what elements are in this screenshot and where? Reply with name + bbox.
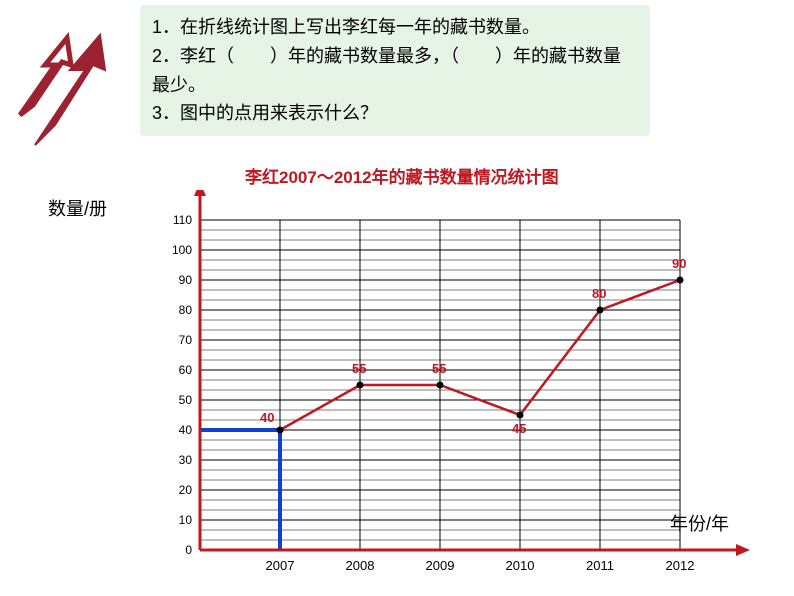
question-line-1: 1．在折线统计图上写出李红每一年的藏书数量。 [152, 13, 638, 42]
question-line-3: 3．图中的点用来表示什么？ [152, 99, 638, 128]
svg-text:20: 20 [179, 483, 193, 497]
svg-text:80: 80 [179, 303, 193, 317]
svg-text:45: 45 [512, 421, 526, 436]
svg-text:0: 0 [185, 543, 192, 557]
logo-arrow-graphic [15, 30, 110, 155]
svg-text:55: 55 [352, 361, 366, 376]
y-axis-label: 数量/册 [48, 195, 107, 221]
svg-text:40: 40 [179, 423, 193, 437]
svg-text:90: 90 [672, 256, 686, 271]
svg-text:60: 60 [179, 363, 193, 377]
svg-text:110: 110 [173, 213, 192, 227]
svg-text:100: 100 [172, 243, 192, 257]
svg-text:90: 90 [179, 273, 193, 287]
svg-text:2012: 2012 [666, 558, 695, 573]
chart-svg: 0 10 20 30 40 50 60 70 80 90 100 110 2007 2008 2009 201… [130, 190, 770, 590]
svg-text:2009: 2009 [426, 558, 455, 573]
svg-text:80: 80 [592, 286, 606, 301]
question-box: 1．在折线统计图上写出李红每一年的藏书数量。 2．李红（ ）年的藏书数量最多，（… [140, 5, 650, 136]
svg-text:2011: 2011 [586, 558, 614, 573]
svg-text:10: 10 [179, 513, 193, 527]
svg-text:30: 30 [179, 453, 193, 467]
svg-text:70: 70 [179, 333, 193, 347]
svg-text:2007: 2007 [266, 558, 295, 573]
line-chart: 0 10 20 30 40 50 60 70 80 90 100 110 2007 2008 2009 201… [130, 190, 770, 590]
chart-title: 李红2007～2012年的藏书数量情况统计图 [245, 163, 559, 188]
svg-text:2010: 2010 [506, 558, 535, 573]
question-line-2: 2．李红（ ）年的藏书数量最多，（ ）年的藏书数量最少。 [152, 42, 638, 100]
svg-text:2008: 2008 [346, 558, 375, 573]
svg-text:40: 40 [260, 410, 274, 425]
svg-text:55: 55 [432, 361, 446, 376]
svg-text:50: 50 [179, 393, 193, 407]
